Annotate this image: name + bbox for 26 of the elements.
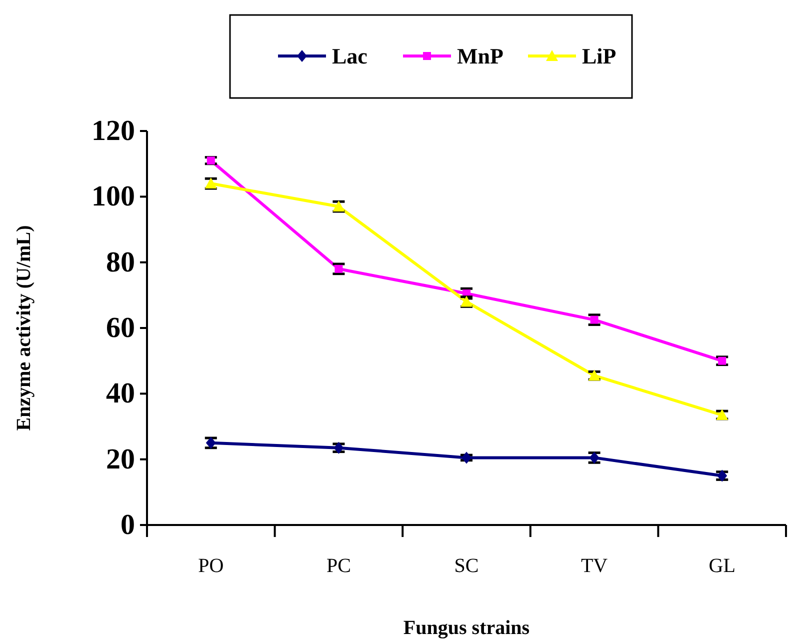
y-axis-title: Enzyme activity (U/mL)	[13, 225, 35, 431]
point	[206, 156, 215, 165]
y-tick-label: 0	[120, 509, 135, 541]
point	[462, 452, 472, 464]
y-tick-label: 100	[92, 180, 135, 213]
point	[334, 264, 343, 273]
point	[717, 470, 728, 482]
legend-label: Lac	[332, 44, 368, 68]
point	[206, 436, 216, 449]
legend-label: LiP	[582, 44, 616, 68]
y-tick-label: 40	[106, 378, 135, 410]
x-tick-label: SC	[454, 555, 479, 577]
x-tick-label: TV	[580, 555, 608, 577]
x-tick-label: PO	[198, 555, 224, 577]
point	[718, 356, 726, 365]
point	[590, 316, 598, 324]
y-tick-label: 120	[92, 115, 135, 147]
x-axis-title: Fungus strains	[403, 617, 530, 639]
x-tick-label: PC	[326, 555, 351, 577]
y-tick-label: 20	[106, 443, 135, 476]
point	[334, 442, 344, 454]
y-tick-label: 80	[106, 246, 135, 278]
y-tick-label: 60	[106, 312, 135, 344]
point	[589, 452, 600, 464]
legend-label: MnP	[457, 44, 504, 68]
x-tick-label: GL	[708, 555, 736, 577]
